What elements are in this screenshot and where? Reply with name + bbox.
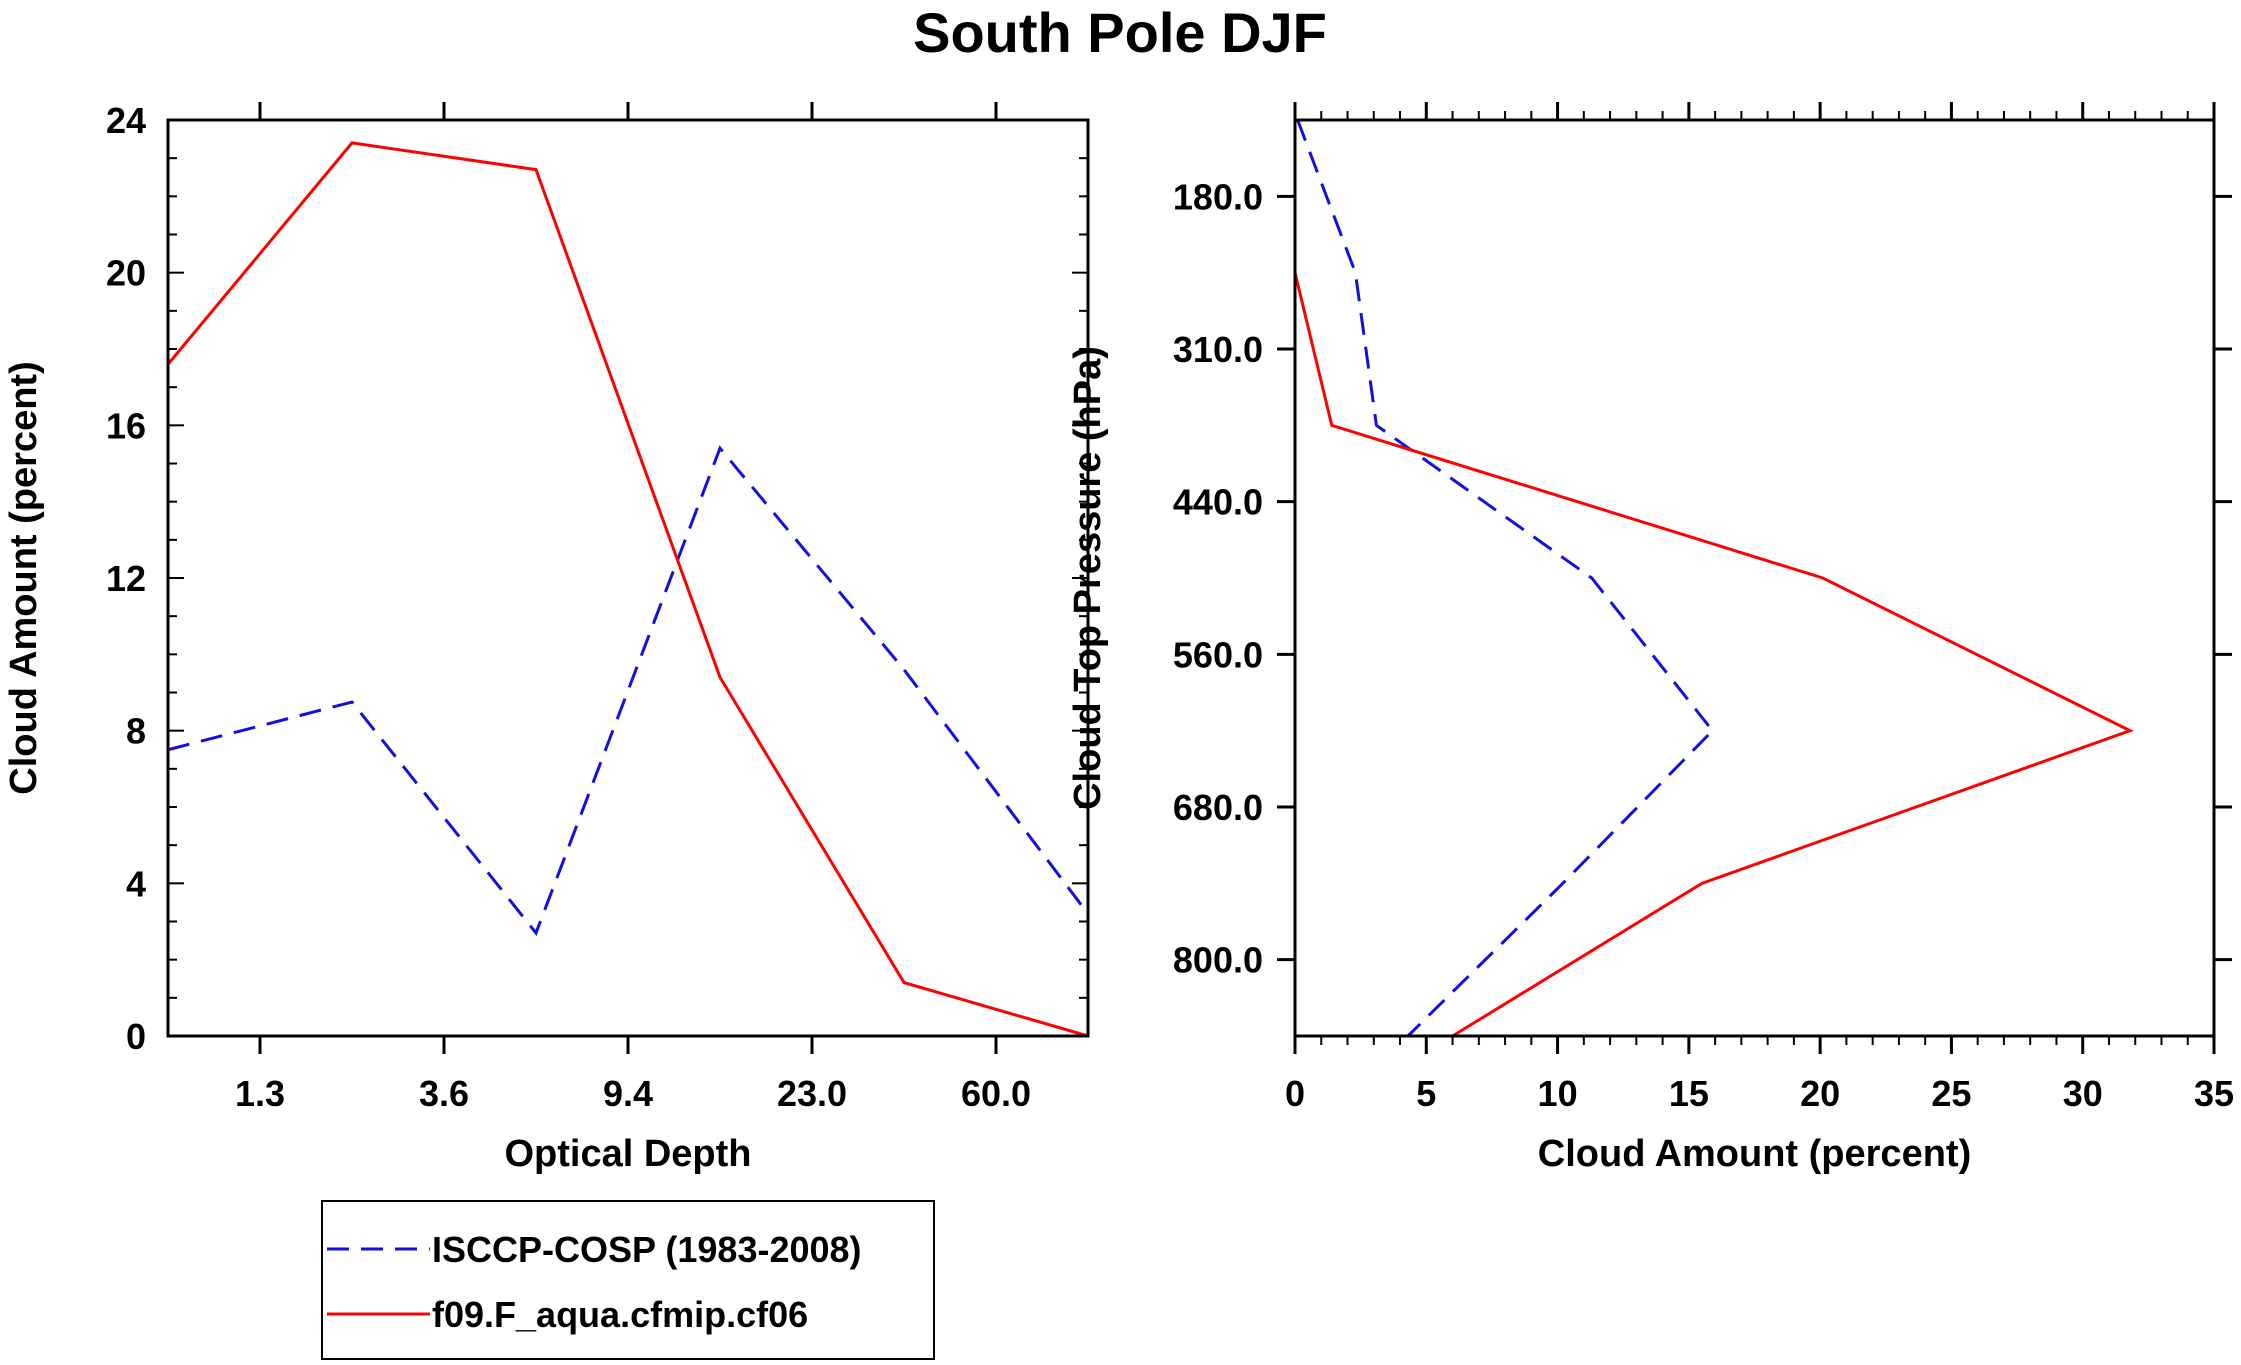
left-x-tick-label: 60.0 (961, 1073, 1031, 1114)
legend-box (321, 1200, 935, 1360)
left-x-tick-label: 3.6 (419, 1073, 469, 1114)
left-y-tick-label: 8 (126, 711, 146, 752)
right-panel-tick-labels: 0 5 10 15 20 25 30 35 180.0 310.0 440.0 560.0 680.0 8… (1173, 176, 2234, 1114)
left-panel-tick-labels: 0 4 8 12 16 20 24 1.3 3.6 9.4 23.0 60.0 (106, 100, 1031, 1114)
right-y-tick-label: 180.0 (1173, 176, 1263, 217)
right-y-tick-label: 800.0 (1173, 940, 1263, 981)
right-x-tick-label: 10 (1538, 1073, 1578, 1114)
left-y-tick-label: 16 (106, 405, 146, 446)
left-y-axis-label: Cloud Amount (percent) (3, 361, 45, 794)
left-panel-frame (166, 118, 1090, 1038)
left-y-tick-label: 4 (126, 863, 146, 904)
right-y-tick-label: 560.0 (1173, 634, 1263, 675)
right-x-tick-label: 5 (1416, 1073, 1436, 1114)
left-x-tick-label: 9.4 (603, 1073, 653, 1114)
right-y-tick-label: 440.0 (1173, 482, 1263, 523)
left-y-tick-label: 0 (126, 1016, 146, 1057)
right-y-axis-label: Cloud Top Pressure (hPa) (1067, 346, 1109, 810)
right-y-tick-label: 680.0 (1173, 787, 1263, 828)
left-panel-ticks (168, 102, 1088, 1054)
right-panel-pressure: 0 5 10 15 20 25 30 35 180.0 310.0 440.0 560.0 680.0 8… (1067, 102, 2234, 1175)
left-x-tick-label: 1.3 (235, 1073, 285, 1114)
legend-label-isccp: ISCCP-COSP (1983-2008) (432, 1229, 862, 1270)
right-series-line-0 (1296, 119, 1715, 1038)
right-y-tick-label: 310.0 (1173, 329, 1263, 370)
left-y-tick-label: 20 (106, 253, 146, 294)
left-x-axis-label: Optical Depth (504, 1133, 751, 1175)
right-panel-lines (1293, 119, 2134, 1038)
right-x-axis-label: Cloud Amount (percent) (1538, 1133, 1971, 1175)
right-x-tick-label: 25 (1931, 1073, 1971, 1114)
right-x-tick-label: 30 (2063, 1073, 2103, 1114)
left-series-line-1 (166, 141, 1089, 1038)
legend-label-model: f09.F_aqua.cfmip.cf06 (432, 1294, 808, 1335)
left-series-line-0 (167, 445, 1090, 936)
right-x-tick-label: 0 (1285, 1073, 1305, 1114)
legend: ISCCP-COSP (1983-2008) f09.F_aqua.cfmip.… (321, 1200, 935, 1360)
left-y-tick-label: 24 (106, 100, 146, 141)
right-panel-frame (1293, 118, 2216, 1038)
chart-title: South Pole DJF (913, 1, 1327, 64)
left-panel-lines (166, 141, 1090, 1038)
right-series-line-1 (1293, 120, 2134, 1038)
right-x-tick-label: 35 (2194, 1073, 2234, 1114)
left-y-tick-label: 12 (106, 558, 146, 599)
left-panel-optical-depth: 0 4 8 12 16 20 24 1.3 3.6 9.4 23.0 60.0 Optical Dep… (3, 100, 1090, 1175)
right-panel-ticks (1277, 102, 2232, 1054)
left-x-tick-label: 23.0 (777, 1073, 847, 1114)
right-x-tick-label: 20 (1800, 1073, 1840, 1114)
right-x-tick-label: 15 (1669, 1073, 1709, 1114)
